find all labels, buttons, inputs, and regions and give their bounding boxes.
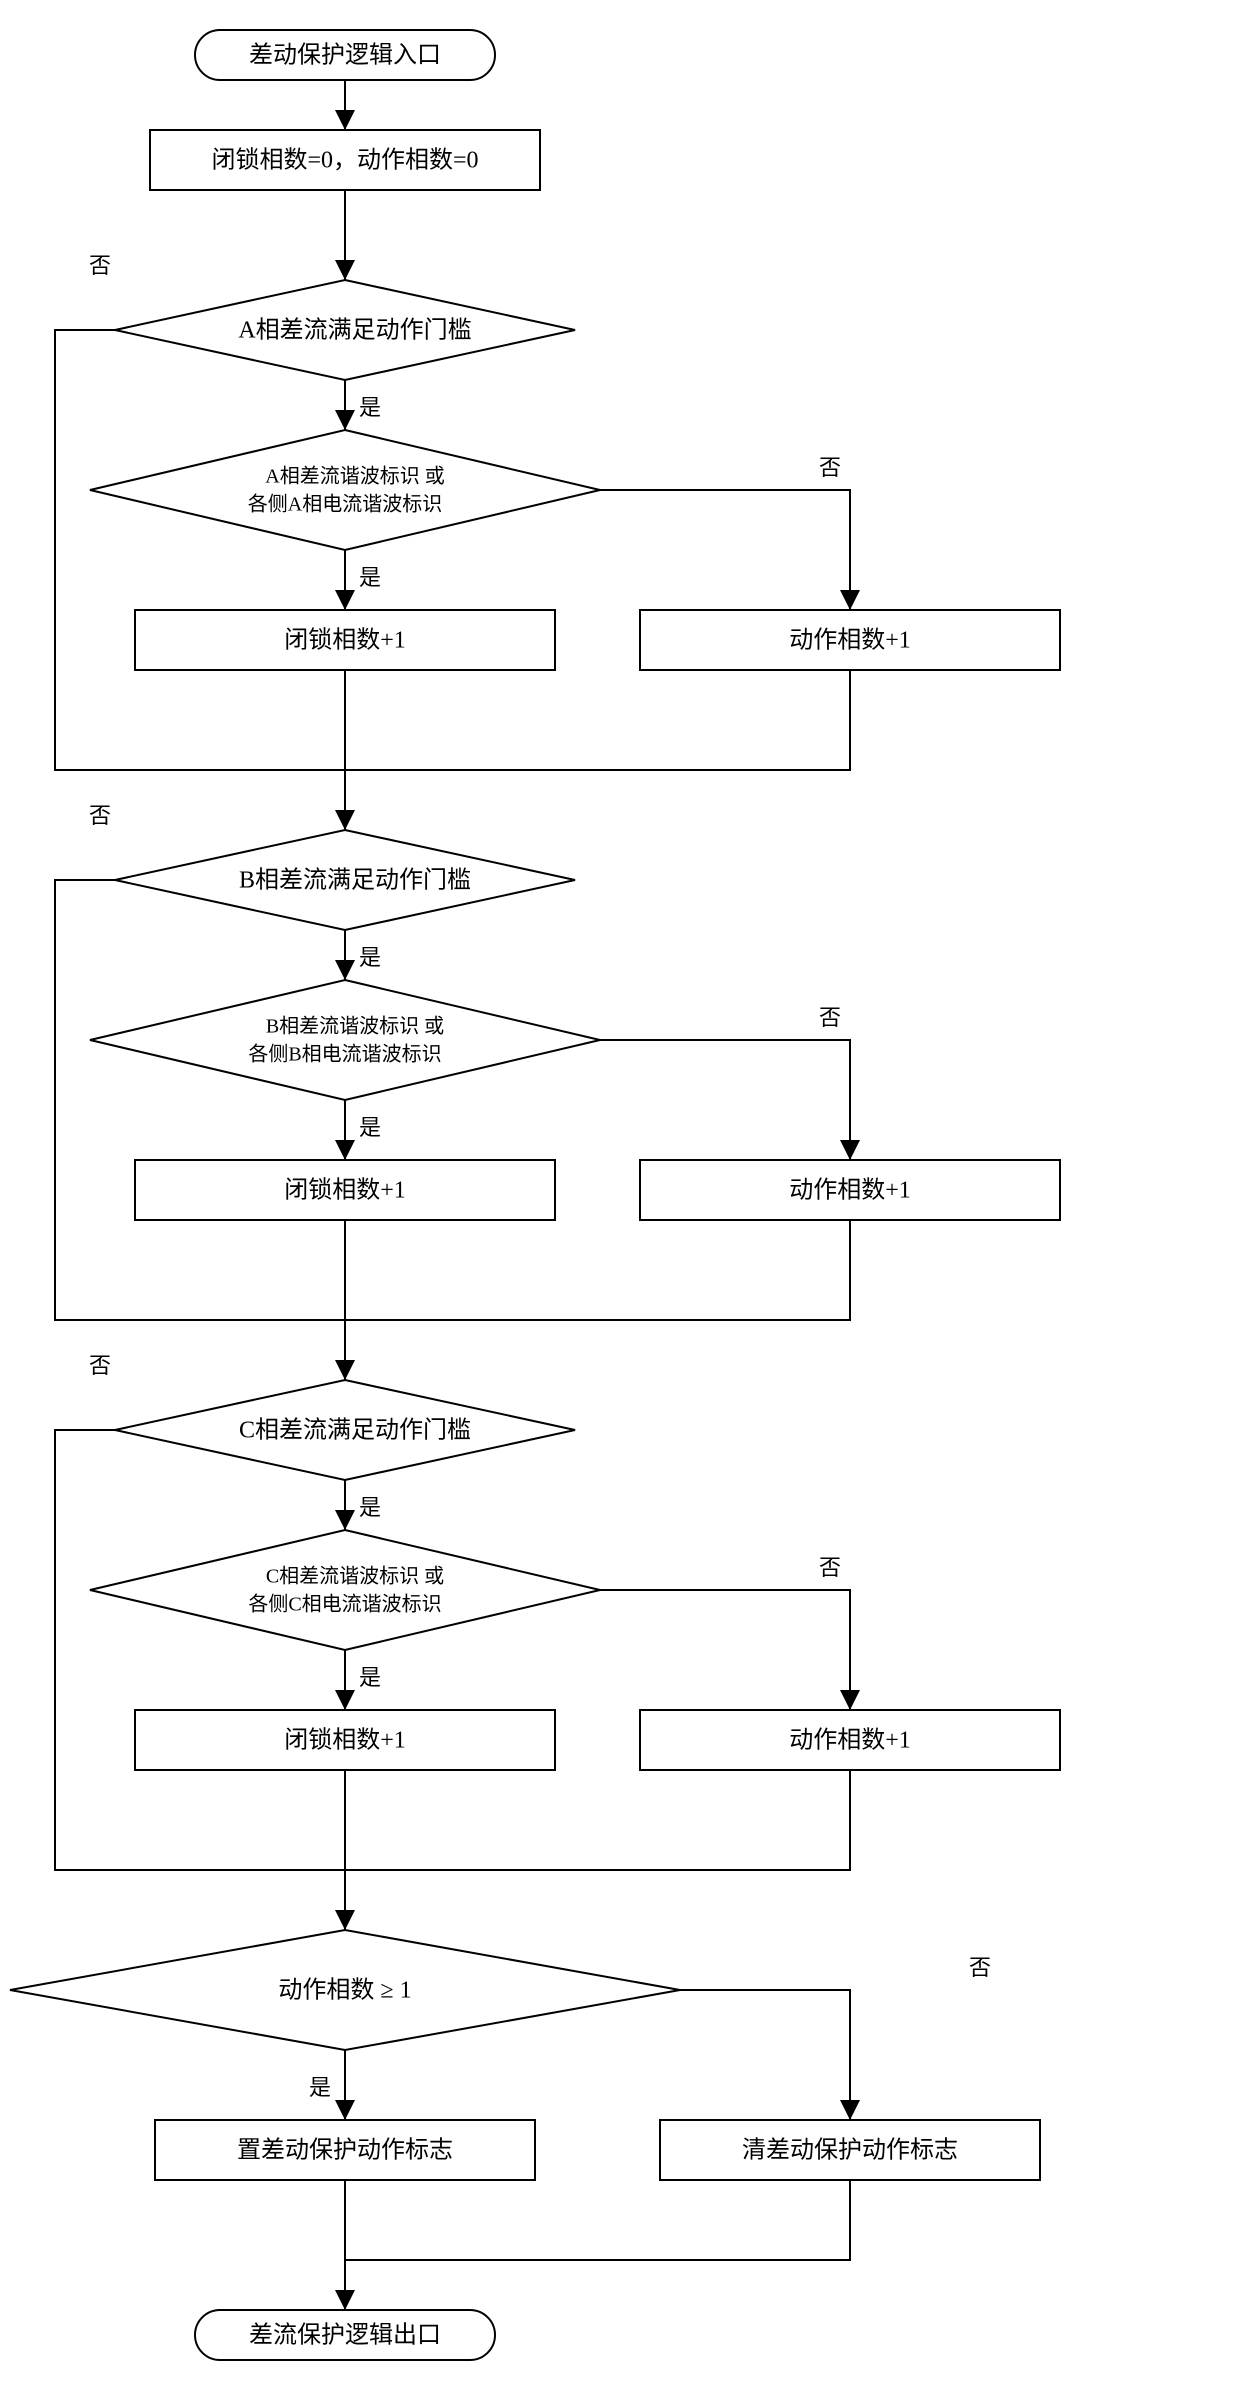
node-a-act: 动作相数+1	[640, 610, 1060, 670]
node-b-harmonic: B相差流谐波标识 或 各侧B相电流谐波标识	[90, 980, 600, 1100]
actge1-no-label: 否	[969, 1955, 991, 1980]
node-a-threshold: A相差流满足动作门槛	[115, 280, 575, 380]
node-a-harmonic: A相差流谐波标识 或 各侧A相电流谐波标识	[90, 430, 600, 550]
set-flag-label: 置差动保护动作标志	[237, 2137, 453, 2164]
b-harm-no-label: 否	[819, 1005, 841, 1030]
node-a-lock: 闭锁相数+1	[135, 610, 555, 670]
node-c-threshold: C相差流满足动作门槛	[115, 1380, 575, 1480]
c-harm-label2: 各侧C相电流谐波标识	[248, 1593, 441, 1616]
b-harm-yes-label: 是	[359, 1115, 381, 1140]
node-init: 闭锁相数=0，动作相数=0	[150, 130, 540, 190]
a-harm-yes-label: 是	[359, 565, 381, 590]
b-threshold-label: B相差流满足动作门槛	[239, 867, 471, 894]
a-harm-label2: 各侧A相电流谐波标识	[248, 493, 442, 516]
init-label: 闭锁相数=0，动作相数=0	[211, 147, 478, 174]
node-c-lock: 闭锁相数+1	[135, 1710, 555, 1770]
c-harm-no-label: 否	[819, 1555, 841, 1580]
b-thr-yes-label: 是	[359, 945, 381, 970]
node-b-act: 动作相数+1	[640, 1160, 1060, 1220]
a-harm-label1: A相差流谐波标识 或	[265, 465, 444, 488]
clr-flag-label: 清差动保护动作标志	[742, 2137, 958, 2164]
node-start: 差动保护逻辑入口	[195, 30, 495, 80]
c-lock-label: 闭锁相数+1	[284, 1727, 406, 1754]
act-ge1-label: 动作相数 ≥ 1	[278, 1977, 411, 2004]
c-act-label: 动作相数+1	[789, 1727, 911, 1754]
a-thr-yes-label: 是	[359, 395, 381, 420]
c-harm-yes-label: 是	[359, 1665, 381, 1690]
end-label: 差流保护逻辑出口	[249, 2322, 441, 2349]
node-act-ge1: 动作相数 ≥ 1	[10, 1930, 680, 2050]
a-lock-label: 闭锁相数+1	[284, 627, 406, 654]
node-set-flag: 置差动保护动作标志	[155, 2120, 535, 2180]
b-harm-label2: 各侧B相电流谐波标识	[248, 1043, 441, 1066]
a-threshold-label: A相差流满足动作门槛	[238, 317, 471, 344]
b-lock-label: 闭锁相数+1	[284, 1177, 406, 1204]
node-b-threshold: B相差流满足动作门槛	[115, 830, 575, 930]
b-thr-no-label: 否	[89, 803, 111, 828]
node-clr-flag: 清差动保护动作标志	[660, 2120, 1040, 2180]
node-c-harmonic: C相差流谐波标识 或 各侧C相电流谐波标识	[90, 1530, 600, 1650]
a-harm-no-label: 否	[819, 455, 841, 480]
c-threshold-label: C相差流满足动作门槛	[239, 1417, 471, 1444]
a-act-label: 动作相数+1	[789, 627, 911, 654]
node-end: 差流保护逻辑出口	[195, 2310, 495, 2360]
start-label: 差动保护逻辑入口	[249, 42, 441, 69]
b-act-label: 动作相数+1	[789, 1177, 911, 1204]
node-c-act: 动作相数+1	[640, 1710, 1060, 1770]
c-thr-yes-label: 是	[359, 1495, 381, 1520]
node-b-lock: 闭锁相数+1	[135, 1160, 555, 1220]
b-harm-label1: B相差流谐波标识 或	[266, 1015, 444, 1038]
c-thr-no-label: 否	[89, 1353, 111, 1378]
a-thr-no-label: 否	[89, 253, 111, 278]
c-harm-label1: C相差流谐波标识 或	[266, 1565, 444, 1588]
actge1-yes-label: 是	[309, 2075, 331, 2100]
flowchart: 差动保护逻辑入口 闭锁相数=0，动作相数=0 A相差流满足动作门槛 否 是 A相…	[0, 0, 1240, 2388]
